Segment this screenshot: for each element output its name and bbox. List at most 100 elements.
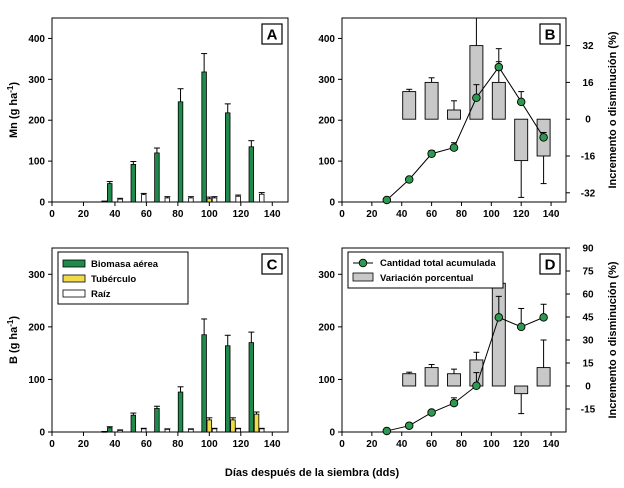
bar-raiz (211, 197, 218, 203)
legend-label: Raíz (91, 289, 111, 300)
bar-biomasa (107, 427, 113, 433)
bar-biomasa (225, 112, 231, 203)
x-tick-label: 120 (232, 439, 249, 450)
cumulative-point (472, 381, 481, 390)
x-tick-label: 100 (201, 209, 218, 220)
y-tick-label: 300 (318, 75, 335, 86)
bar-biomasa (201, 71, 207, 203)
bar-raiz (164, 197, 171, 203)
panel-letter: C (267, 257, 278, 274)
panel-letter-box (539, 253, 561, 275)
panel-letter-box (261, 23, 283, 45)
y2-tick-label: 0 (585, 382, 591, 393)
x-tick-label: 60 (141, 209, 153, 220)
x-tick-label: 40 (109, 209, 121, 220)
x-tick-label: 40 (396, 439, 408, 450)
legend-label: Variación porcentual (380, 273, 473, 284)
x-tick-label: 80 (456, 209, 468, 220)
cumulative-point (427, 408, 436, 417)
bar-biomasa (177, 101, 184, 203)
variation-box (447, 109, 461, 120)
bar-raiz (235, 195, 241, 203)
x-tick-label: 60 (426, 439, 438, 450)
bar-biomasa (225, 345, 231, 433)
y2-tick-label: 15 (582, 359, 594, 370)
bar-tuberculo (206, 198, 213, 203)
bar-tuberculo (253, 413, 260, 433)
bar-biomasa (248, 342, 255, 433)
x-tick-label: 100 (483, 439, 500, 450)
legend-swatch-raiz (62, 289, 86, 298)
cumulative-line (386, 66, 545, 201)
y-tick-label: 0 (39, 198, 45, 209)
cumulative-point (494, 62, 504, 72)
cumulative-point (382, 426, 392, 436)
bar-raiz (259, 193, 265, 203)
x-tick-label: 0 (339, 209, 345, 220)
legend-swatch-box (352, 272, 374, 282)
x-tick-label: 60 (426, 209, 438, 220)
legend-box (347, 251, 504, 289)
legend-label: Tubérculo (91, 274, 136, 285)
variation-box (447, 373, 461, 387)
x-axis-title: Días después de la siembra (dds) (225, 467, 400, 479)
legend-swatch-biomasa (62, 259, 86, 268)
panel-letter-box (261, 253, 283, 275)
variation-box (536, 367, 551, 387)
bar-biomasa (154, 407, 160, 433)
bar-raiz (117, 430, 123, 433)
bar-raiz (259, 428, 265, 433)
bar-biomasa (154, 152, 160, 203)
bar-raiz (188, 428, 194, 433)
x-tick-label: 80 (456, 439, 468, 450)
cumulative-point (404, 175, 414, 184)
x-tick-label: 80 (172, 209, 184, 220)
y2-axis-title: Incremento o disminución (%) (607, 261, 619, 418)
x-tick-label: 20 (366, 439, 378, 450)
panel-letter-box (539, 23, 561, 45)
panel-C: 0 20 40 60 80 100 120 140 0 100 200 300 C B (g ha-1) B… (6, 247, 289, 450)
bar-biomasa (201, 334, 207, 433)
cumulative-point (427, 149, 436, 159)
x-tick-label: 20 (366, 209, 378, 220)
y-tick-label: 0 (329, 198, 335, 209)
x-tick-label: 120 (232, 209, 249, 220)
x-tick-label: 60 (141, 439, 153, 450)
variation-box (514, 118, 529, 162)
x-tick-label: 100 (483, 209, 500, 220)
y2-tick-label: 0 (585, 115, 591, 126)
bar-biomasa (107, 183, 113, 203)
panel-letter: D (545, 257, 556, 274)
bar-raiz (188, 197, 194, 203)
x-tick-label: 140 (543, 439, 560, 450)
bar-raiz (164, 428, 171, 433)
x-tick-label: 140 (264, 209, 281, 220)
variation-box (402, 91, 417, 120)
legend-label: Cantidad total acumulada (380, 258, 496, 269)
cumulative-point (449, 143, 459, 152)
y2-tick-label: 75 (582, 267, 594, 278)
cumulative-point (539, 313, 548, 322)
y-tick-label: 400 (318, 34, 335, 45)
y2-tick-label: 90 (582, 244, 594, 255)
variation-box (424, 367, 439, 387)
cumulative-point (472, 93, 481, 102)
cumulative-point (539, 133, 548, 142)
x-tick-label: 20 (78, 209, 90, 220)
y-tick-label: 200 (28, 116, 45, 127)
y2-tick-label: 32 (582, 41, 594, 52)
y-tick-label: 200 (28, 322, 45, 333)
y2-tick-label: -32 (581, 188, 596, 199)
cumulative-point (516, 97, 526, 107)
plot-frame (341, 17, 567, 203)
y2-tick-label: -15 (581, 405, 596, 416)
bar-biomasa (177, 391, 184, 433)
y-tick-label: 0 (39, 428, 45, 439)
y2-tick-label: 30 (582, 336, 594, 347)
bar-raiz (141, 428, 147, 433)
cumulative-point (382, 195, 392, 205)
y-axis-title: B (g ha-1) (6, 316, 20, 364)
y2-tick-label: 45 (582, 313, 594, 324)
panel-D: 0 20 40 60 80 100 120 140 0 100 200 300 D -15 0 15 30 45 6… (318, 244, 619, 451)
